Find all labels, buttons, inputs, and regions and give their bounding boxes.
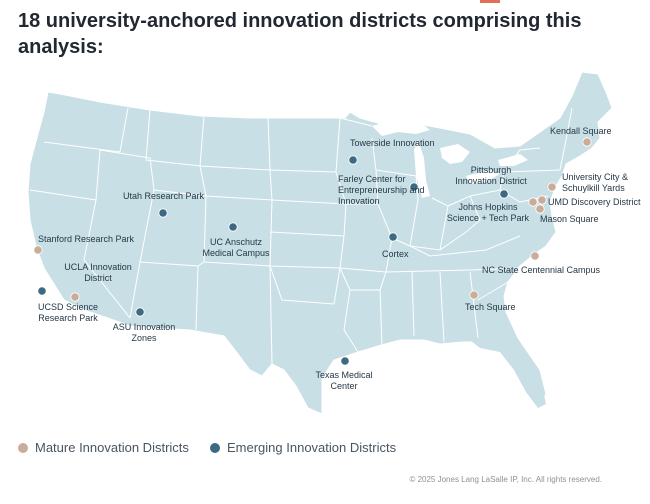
district-marker-mature (33, 245, 43, 255)
label-uc-anschutz: UC Anschutz Medical Campus (202, 237, 270, 258)
florida-landmass (470, 336, 546, 408)
district-marker-emerging (388, 232, 398, 242)
district-marker-mature (537, 195, 547, 205)
label-tech-square: Tech Square (465, 302, 516, 312)
label-nc-state-centennial-campus: NC State Centennial Campus (482, 265, 601, 275)
page-title: 18 university-anchored innovation distri… (18, 10, 582, 58)
legend: Mature Innovation Districts Emerging Inn… (18, 440, 618, 460)
legend-mature: Mature Innovation Districts (18, 440, 189, 455)
district-marker-mature (70, 292, 80, 302)
district-marker-emerging (348, 155, 358, 165)
label-university-city: University City & Schuylkill Yards (562, 172, 629, 193)
district-marker-mature (535, 204, 545, 214)
district-marker-mature (547, 182, 557, 192)
label-pittsburgh-innovation-district: Pittsburgh Innovation District (455, 165, 527, 186)
label-texas-medical-center: Texas Medical Center (315, 370, 373, 391)
district-markers (33, 137, 592, 366)
label-asu-innovation-zones: ASU Innovation Zones (112, 322, 176, 343)
label-cortex: Cortex (382, 249, 409, 259)
us-map: Kendall Square Towerside Innovation Farl… (0, 62, 650, 422)
label-towerside-innovation: Towerside Innovation (350, 138, 435, 148)
us-landmass (27, 71, 613, 415)
label-johns-hopkins: Johns Hopkins Science + Tech Park (446, 202, 530, 223)
district-marker-emerging (37, 286, 47, 296)
label-ucsd-science-research-park: UCSD Science Research Park (37, 302, 99, 323)
district-marker-emerging (340, 356, 350, 366)
us-map-svg (27, 71, 613, 415)
district-marker-mature (528, 197, 538, 207)
copyright-notice: © 2025 Jones Lang LaSalle IP, Inc. All r… (409, 475, 602, 484)
district-marker-emerging (135, 307, 145, 317)
mature-dot-icon (18, 442, 28, 453)
label-mason-square: Mason Square (540, 214, 599, 224)
state-borders (29, 107, 573, 365)
label-kendall-square: Kendall Square (550, 126, 612, 136)
label-utah-research-park: Utah Research Park (123, 191, 205, 201)
district-marker-mature (530, 251, 540, 261)
district-marker-mature (469, 290, 479, 300)
legend-emerging-label: Emerging Innovation Districts (227, 440, 397, 455)
legend-mature-label: Mature Innovation Districts (35, 440, 189, 455)
label-ucla-innovation-district: UCLA Innovation District (64, 262, 132, 283)
emerging-dot-icon (210, 442, 220, 453)
label-umd-discovery-district: UMD Discovery District (548, 197, 641, 207)
accent-bar (480, 0, 500, 3)
label-farley-center: Farley Center for Entrepreneurship and I… (338, 174, 425, 206)
district-marker-emerging (158, 208, 168, 218)
district-marker-emerging (409, 182, 419, 192)
great-lakes (372, 118, 528, 198)
legend-emerging: Emerging Innovation Districts (210, 440, 396, 455)
district-marker-mature (582, 137, 592, 147)
district-marker-emerging (499, 189, 509, 199)
label-stanford-research-park: Stanford Research Park (38, 234, 135, 244)
district-marker-emerging (228, 222, 238, 232)
